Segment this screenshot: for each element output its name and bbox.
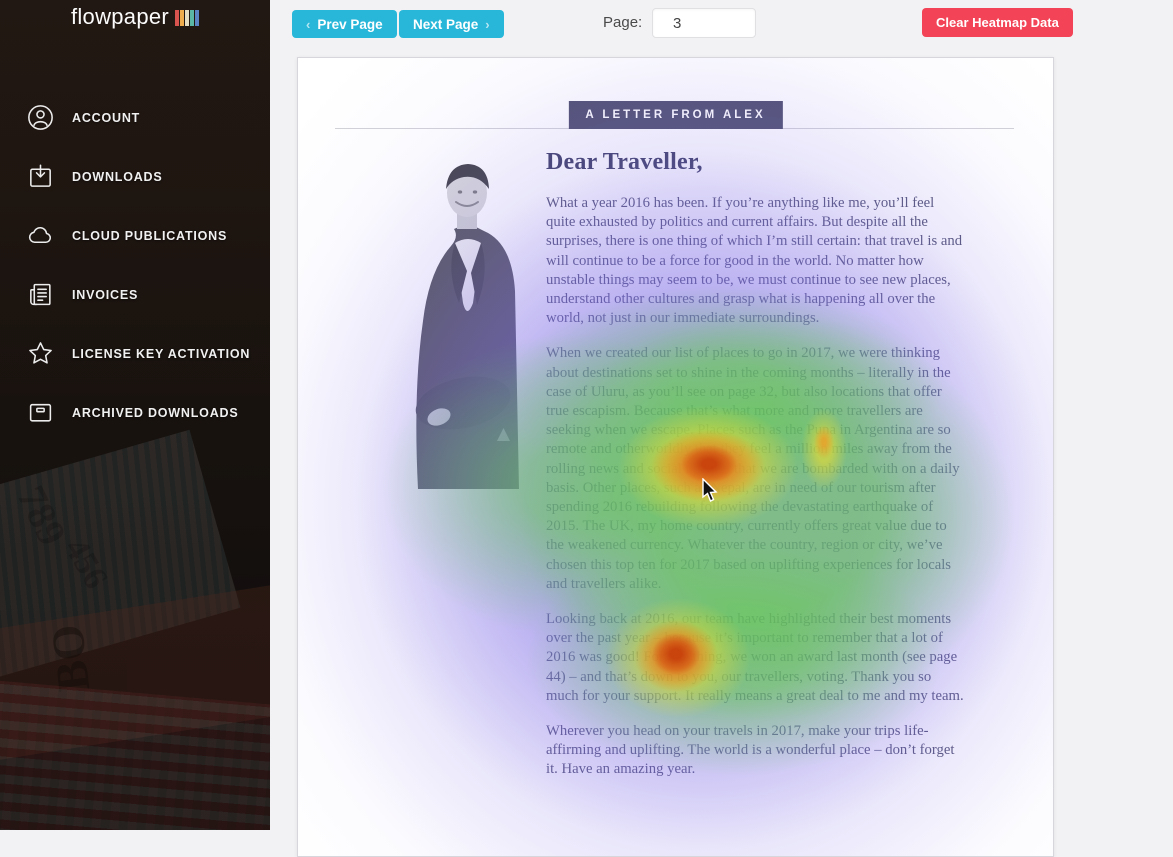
sidebar-menu: ACCOUNT DOWNLOADS CLOUD [0,88,270,442]
letter-paragraph: When we created our list of places to go… [546,345,960,592]
toolbar: ‹ Prev Page Next Page › Page: Clear Heat… [270,0,1173,46]
sidebar: 789 456 BO flowpaper ACCOUNT [0,0,270,830]
chevron-left-icon: ‹ [306,16,311,32]
letter-content: Dear Traveller, What a year 2016 has bee… [546,149,965,796]
logo-color-bars-icon [175,10,200,26]
sidebar-item-label: INVOICES [72,287,139,302]
letter-paragraph: What a year 2016 has been. If you’re any… [546,195,963,327]
sidebar-item-cloud-publications[interactable]: CLOUD PUBLICATIONS [0,206,270,265]
letter-paragraph: Looking back at 2016, our team have high… [546,611,964,704]
cloud-icon [28,226,52,244]
photo-striped-paper [0,429,241,680]
sidebar-item-license-key-activation[interactable]: LICENSE KEY ACTIVATION [0,324,270,383]
next-page-label: Next Page [413,16,479,32]
photo-brown-card: BO [0,585,270,761]
logo-wordmark: flowpaper [70,4,170,29]
sidebar-item-label: DOWNLOADS [72,169,163,184]
sidebar-item-label: CLOUD PUBLICATIONS [72,228,228,243]
main-area: ‹ Prev Page Next Page › Page: Clear Heat… [270,0,1173,857]
downloads-icon [30,164,51,187]
photo-numbers: 789 [8,478,76,553]
account-icon [28,105,53,130]
clear-heatmap-button[interactable]: Clear Heatmap Data [922,8,1073,37]
prev-page-button[interactable]: ‹ Prev Page [292,10,397,38]
sidebar-item-downloads[interactable]: DOWNLOADS [0,147,270,206]
sidebar-item-label: ARCHIVED DOWNLOADS [72,405,239,420]
photo-gingham-cloth [0,678,270,830]
sidebar-item-invoices[interactable]: INVOICES [0,265,270,324]
page-number-label: Page: [603,14,643,31]
flowpaper-logo[interactable]: flowpaper [0,0,270,30]
chevron-right-icon: › [485,16,490,32]
star-icon [29,342,52,364]
archive-icon [29,403,52,422]
letter-paragraph: Wherever you head on your travels in 201… [546,723,955,778]
page-badge: A LETTER FROM ALEX [568,101,783,129]
alex-portrait-photo [415,164,519,489]
page-number-input[interactable] [652,8,756,38]
sidebar-item-label: LICENSE KEY ACTIVATION [72,346,251,361]
next-page-button[interactable]: Next Page › [399,10,504,38]
invoices-icon [30,283,51,306]
letter-heading: Dear Traveller, [546,149,703,175]
sidebar-item-archived-downloads[interactable]: ARCHIVED DOWNLOADS [0,383,270,442]
prev-page-label: Prev Page [317,16,383,32]
sidebar-item-label: ACCOUNT [72,110,141,125]
document-page: A LETTER FROM ALEX Dear Traveller, What … [297,57,1054,857]
sidebar-item-account[interactable]: ACCOUNT [0,88,270,147]
photo-numbers: 456 [57,532,115,596]
